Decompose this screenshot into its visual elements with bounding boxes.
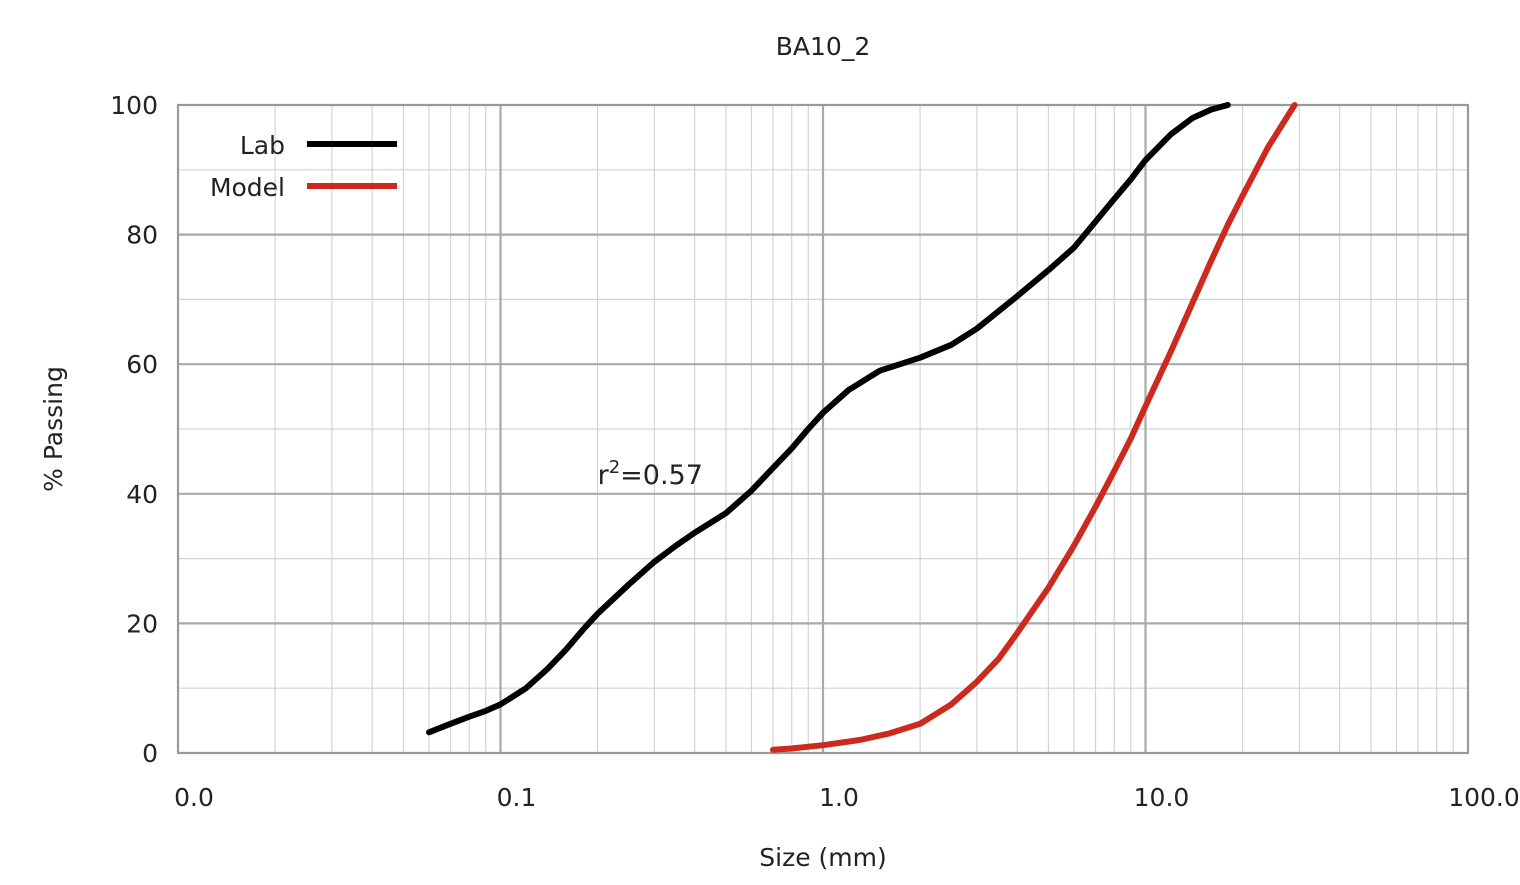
y-tick-label: 80 (126, 221, 158, 250)
x-tick-label: 0.0 (174, 783, 214, 812)
y-tick-label: 20 (126, 609, 158, 638)
y-tick-label: 60 (126, 350, 158, 379)
chart-title: BA10_2 (776, 32, 870, 61)
y-tick-label: 40 (126, 480, 158, 509)
x-axis-label: Size (mm) (759, 843, 886, 872)
series-line-lab (426, 102, 1231, 736)
legend-label-lab: Lab (240, 131, 285, 160)
annotation-layer: r2=0.57 (598, 457, 703, 491)
legend: Lab Model (210, 131, 397, 202)
x-tick-label: 1.0 (819, 783, 859, 812)
y-tick-label: 0 (142, 739, 158, 768)
grid-minor (178, 105, 1468, 753)
y-tick-label: 100 (110, 91, 158, 120)
r-squared-annotation: r2=0.57 (598, 457, 703, 491)
plot-frame (177, 104, 1469, 754)
legend-label-model: Model (210, 173, 285, 202)
series-layer (426, 102, 1298, 753)
x-tick-label: 100.0 (1448, 783, 1520, 812)
x-tick-label: 10.0 (1134, 783, 1190, 812)
x-tick-label: 0.1 (497, 783, 537, 812)
series-line-model (770, 102, 1298, 753)
y-axis-label: % Passing (39, 366, 68, 492)
y-tick-labels: 0 20 40 60 80 100 (110, 91, 158, 768)
x-tick-labels: 0.0 0.1 1.0 10.0 100.0 (174, 783, 1520, 812)
